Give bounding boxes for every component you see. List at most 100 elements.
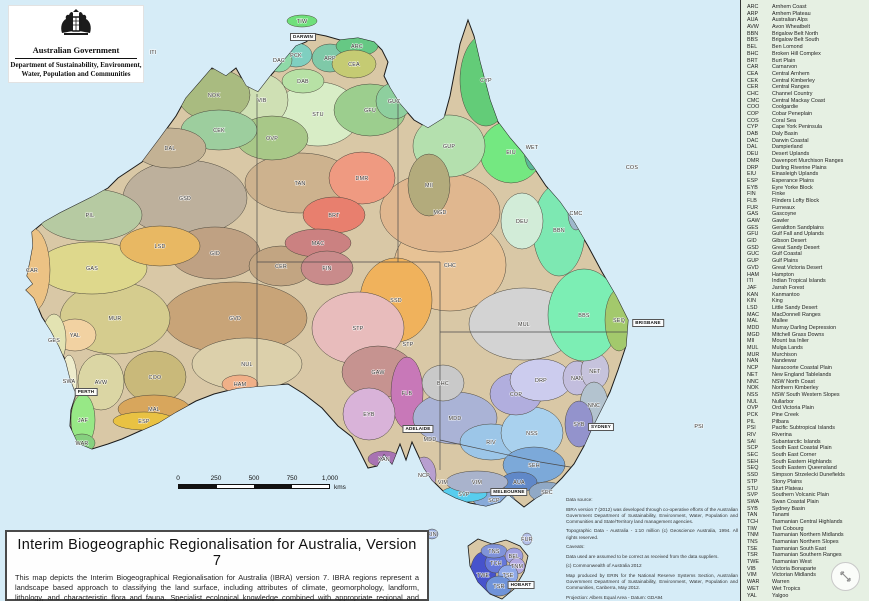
legend-code: BBN (747, 30, 759, 37)
legend-row: CEA Central Arnhem (741, 71, 869, 78)
map-label-bbs: BBS (578, 313, 590, 319)
map-label-arc: ARC (351, 44, 363, 50)
map-label-war: WAR (76, 441, 89, 447)
legend-name: Kanmantoo (772, 291, 800, 298)
legend-name: Tasmanian South East (772, 545, 826, 552)
legend-name: NSW North Coast (772, 378, 815, 385)
map-label-svp: SVP (458, 492, 470, 498)
map-label-fur: FUR (521, 537, 533, 543)
coat-of-arms-icon (61, 9, 91, 35)
legend-name: NSW South Western Slopes (772, 391, 840, 398)
legend-code: CYP (747, 124, 759, 131)
legend-code: GUC (747, 251, 759, 258)
legend-row: CER Central Ranges (741, 84, 869, 91)
map-label-aua: AUA (513, 480, 525, 486)
map-label-dab: DAB (297, 79, 309, 85)
legend-name: Great Sandy Desert (772, 244, 820, 251)
map-label-dmr: DMR (356, 176, 369, 182)
resize-cursor-overlay[interactable] (831, 562, 860, 591)
legend-code: TIW (747, 525, 757, 532)
map-region-eyb (342, 387, 396, 441)
legend-name: Great Victoria Desert (772, 264, 823, 271)
legend-code: FIN (747, 191, 756, 198)
legend-code: PIL (747, 418, 756, 425)
legend-row: SWA Swan Coastal Plain (741, 499, 869, 506)
region-labels: GSD TAN GVD GID CER MUR GAS NUL CHC MGD MUL CAR PIL L… (25, 18, 704, 590)
legend-name: Riverina (772, 432, 792, 438)
map-label-gaw: GAW (371, 370, 385, 376)
legend-name: Gascoyne (772, 211, 797, 218)
legend-name: Mitchell Grass Downs (772, 331, 825, 338)
legend-row: TAN Tanami (741, 512, 869, 519)
legend-code: WET (747, 585, 759, 592)
legend-row: GFU Gulf Fall and Uplands (741, 231, 869, 238)
legend-row: NOK Northern Kimberley (741, 385, 869, 392)
legend-name: Little Sandy Desert (772, 304, 818, 311)
legend-code: NOK (747, 385, 759, 392)
map-label-tsr: TSR (493, 584, 504, 590)
legend-name: Cobar Peneplain (772, 111, 813, 117)
legend-row: JAF Jarrah Forest (741, 285, 869, 292)
map-label-mgd: MGD (433, 210, 446, 216)
legend-name: Naracoorte Coastal Plain (772, 365, 832, 372)
legend-name: Tiwi Cobourg (772, 525, 804, 532)
map-label-eiu: EIU (506, 150, 516, 156)
map-label-car: CAR (26, 268, 38, 274)
legend-code: SCP (747, 445, 759, 452)
map-label-mac: MAC (312, 241, 325, 247)
scale-tick: 500 (248, 475, 260, 482)
legend-name: Tasmanian West (772, 559, 812, 566)
legend-code: SEC (747, 452, 759, 459)
legend-row: AUA Australian Alps (741, 17, 869, 24)
legend-code: BRT (747, 57, 758, 64)
legend-code: TSE (747, 545, 758, 552)
map-label-bbn: BBN (553, 228, 565, 234)
legend-row: PCK Pine Creek (741, 412, 869, 419)
legend-name: Tasmanian Northern Slopes (772, 539, 839, 545)
legend-code: COP (747, 111, 759, 117)
legend-code: VIM (747, 572, 757, 579)
legend-name: Arnhem Coast (772, 4, 807, 10)
legend-code: TWE (747, 559, 759, 566)
legend-code: GFU (747, 231, 759, 238)
legend-name: Burt Plain (772, 57, 796, 64)
legend-row: MDD Murray Darling Depression (741, 325, 869, 332)
legend-row: GES Geraldton Sandplains (741, 225, 869, 232)
legend-row: PSI Pacific Subtropical Islands (741, 425, 869, 432)
legend-name: Davenport Murchison Ranges (772, 157, 844, 164)
scale-tick: 250 (210, 475, 222, 482)
map-region-deu (500, 192, 544, 250)
island-region-fills (286, 14, 533, 546)
legend-name: Flinders Lofty Block (772, 197, 820, 204)
legend-name: Desert Uplands (772, 151, 810, 158)
logo-department-text: Department of Sustainability, Environmen… (10, 61, 142, 78)
title-box: Interim Biogeographic Regionalisation fo… (5, 530, 429, 608)
legend-code: MAC (747, 311, 759, 318)
legend-name: Cape York Peninsula (772, 124, 823, 131)
map-region-bhc (421, 364, 465, 402)
legend-name: Gulf Plains (772, 258, 799, 265)
map-label-dac: DAC (273, 58, 285, 64)
legend-row: TNS Tasmanian Northern Slopes (741, 539, 869, 546)
legend-row: EIU Einasleigh Uplands (741, 171, 869, 178)
legend-code: MII (747, 338, 755, 345)
legend-code: LSD (747, 304, 758, 311)
map-label-tan: TAN (295, 181, 306, 187)
legend-name: Tasmanian Southern Ranges (772, 552, 842, 559)
map-label-nul: NUL (241, 362, 252, 368)
legend-code: BHC (747, 50, 759, 57)
legend-row: GAW Gawler (741, 218, 869, 225)
legend-row: FUR Furneaux (741, 205, 869, 212)
legend-row: NNC NSW North Coast (741, 379, 869, 386)
fine-print: Data source: IBRA version 7 (2012) was de… (566, 497, 738, 608)
legend-code: JAF (747, 284, 757, 291)
map-label-stp: STP (352, 326, 363, 332)
legend-name: Central Ranges (772, 84, 810, 91)
legend-name: South East Coastal Plain (772, 445, 832, 452)
fine-print-line: Projection: Albers Equal Area - Datum: G… (566, 594, 663, 600)
legend-name: Victoria Bonaparte (772, 565, 817, 572)
legend-code: ITI (747, 278, 754, 285)
fine-print-line: Data source: (566, 497, 593, 502)
scale-tick-labels: 0 250 500 750 1,000 (176, 475, 338, 483)
